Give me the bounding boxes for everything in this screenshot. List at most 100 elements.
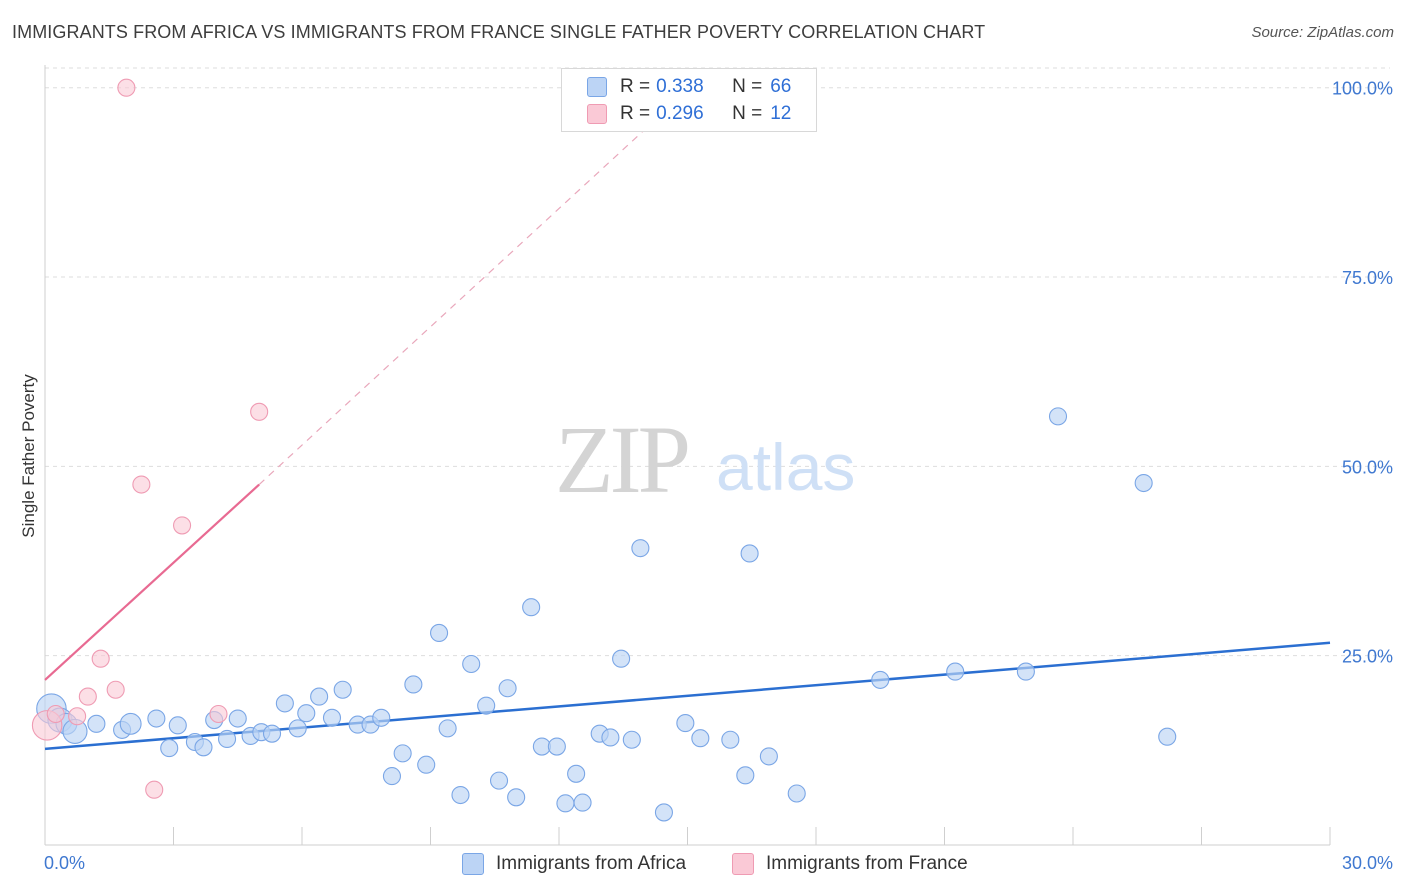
point-africa-48	[622, 730, 641, 749]
legend-row-france: R = 0.296 N = 12	[587, 102, 792, 126]
y-tick-label-1: 50.0%	[1342, 457, 1393, 477]
point-africa-55	[740, 544, 759, 563]
point-france-10	[209, 704, 228, 724]
point-africa-14	[228, 709, 247, 728]
africa-r-label: R =	[620, 76, 651, 97]
point-africa-9	[168, 716, 187, 735]
point-africa-29	[404, 675, 423, 694]
point-africa-32	[438, 719, 457, 738]
point-africa-43	[567, 764, 586, 783]
point-africa-50	[654, 803, 673, 822]
data-points	[31, 78, 1177, 822]
point-africa-8	[160, 739, 179, 758]
africa-legend-swatch	[462, 853, 484, 875]
x-tick-label-end: 30.0%	[1342, 853, 1393, 873]
watermark-atlas: atlas	[716, 430, 855, 504]
point-france-11	[250, 402, 269, 421]
point-france-5	[106, 680, 125, 699]
tick-labels: 25.0% 50.0% 75.0% 100.0% 0.0% 30.0%	[44, 79, 1393, 873]
point-africa-11	[194, 738, 213, 757]
point-africa-41	[547, 737, 566, 756]
point-africa-7	[147, 709, 166, 728]
france-swatch	[587, 104, 607, 124]
legend-item-france[interactable]: Immigrants from France	[732, 852, 968, 876]
watermark: ZIP atlas	[555, 406, 855, 513]
point-africa-28	[393, 744, 412, 763]
africa-legend-label: Immigrants from Africa	[496, 853, 687, 874]
source-credit: Source: ZipAtlas.com	[1251, 24, 1394, 41]
point-africa-44	[573, 793, 592, 812]
point-africa-35	[477, 696, 496, 715]
point-africa-62	[1134, 473, 1153, 493]
x-tick-label-start: 0.0%	[44, 853, 85, 873]
y-tick-label-2: 75.0%	[1342, 268, 1393, 288]
point-africa-38	[507, 788, 526, 807]
point-africa-6	[119, 712, 142, 735]
france-n-value: 12	[770, 103, 792, 124]
point-france-6	[117, 78, 136, 97]
point-africa-52	[691, 729, 710, 748]
point-africa-47	[612, 649, 631, 668]
france-legend-swatch	[732, 853, 754, 875]
point-france-8	[145, 780, 164, 799]
legend-item-africa[interactable]: Immigrants from Africa	[462, 852, 686, 876]
point-africa-51	[676, 714, 695, 733]
point-france-9	[173, 516, 192, 535]
point-africa-31	[430, 623, 449, 643]
point-africa-27	[382, 767, 402, 786]
point-africa-61	[1048, 407, 1068, 426]
point-france-4	[91, 649, 110, 668]
point-africa-42	[556, 794, 575, 813]
y-axis-label: Single Father Poverty	[19, 374, 38, 538]
point-africa-53	[721, 730, 740, 749]
point-france-3	[78, 687, 97, 706]
point-africa-21	[310, 687, 329, 706]
point-africa-56	[759, 747, 778, 766]
point-africa-18	[275, 694, 294, 713]
point-africa-17	[262, 724, 282, 743]
grid-lines	[45, 67, 1390, 657]
africa-n-label: N =	[732, 76, 763, 97]
point-africa-63	[1158, 727, 1177, 746]
point-africa-37	[498, 679, 517, 698]
point-africa-59	[946, 662, 965, 681]
point-africa-13	[217, 729, 237, 749]
point-france-2	[68, 707, 87, 726]
france-r-value: 0.296	[656, 103, 704, 124]
point-africa-23	[333, 680, 352, 699]
watermark-zip: ZIP	[555, 406, 688, 513]
point-africa-26	[372, 708, 391, 727]
y-tick-label-3: 100.0%	[1332, 79, 1393, 99]
point-africa-54	[736, 766, 755, 785]
trend-extension-france	[258, 121, 654, 485]
trend-line-france	[44, 483, 260, 681]
point-africa-30	[417, 755, 436, 774]
france-r-label: R =	[620, 103, 651, 124]
point-africa-49	[631, 539, 650, 558]
trend-line-africa	[44, 641, 1331, 751]
point-africa-4	[87, 714, 106, 733]
point-africa-19	[288, 719, 307, 738]
trend-lines	[44, 121, 1331, 751]
point-africa-33	[451, 785, 470, 805]
point-africa-57	[787, 784, 806, 803]
point-africa-58	[871, 670, 890, 689]
legend-row-africa: R = 0.338 N = 66	[587, 75, 792, 99]
chart-title: IMMIGRANTS FROM AFRICA VS IMMIGRANTS FRO…	[12, 22, 986, 42]
africa-n-value: 66	[770, 76, 792, 97]
point-africa-60	[1016, 662, 1035, 681]
point-africa-36	[489, 771, 509, 790]
france-legend-label: Immigrants from France	[766, 853, 968, 874]
point-africa-39	[522, 598, 541, 617]
correlation-legend: R = 0.338 N = 66 R = 0.296 N = 12	[561, 68, 817, 132]
point-africa-20	[297, 704, 316, 723]
africa-swatch	[587, 77, 607, 97]
point-africa-34	[462, 654, 481, 674]
point-africa-22	[322, 708, 342, 727]
point-france-1	[46, 704, 65, 724]
y-tick-label-0: 25.0%	[1342, 647, 1393, 667]
point-africa-46	[601, 728, 620, 747]
point-france-7	[132, 475, 151, 494]
france-n-label: N =	[732, 103, 763, 124]
